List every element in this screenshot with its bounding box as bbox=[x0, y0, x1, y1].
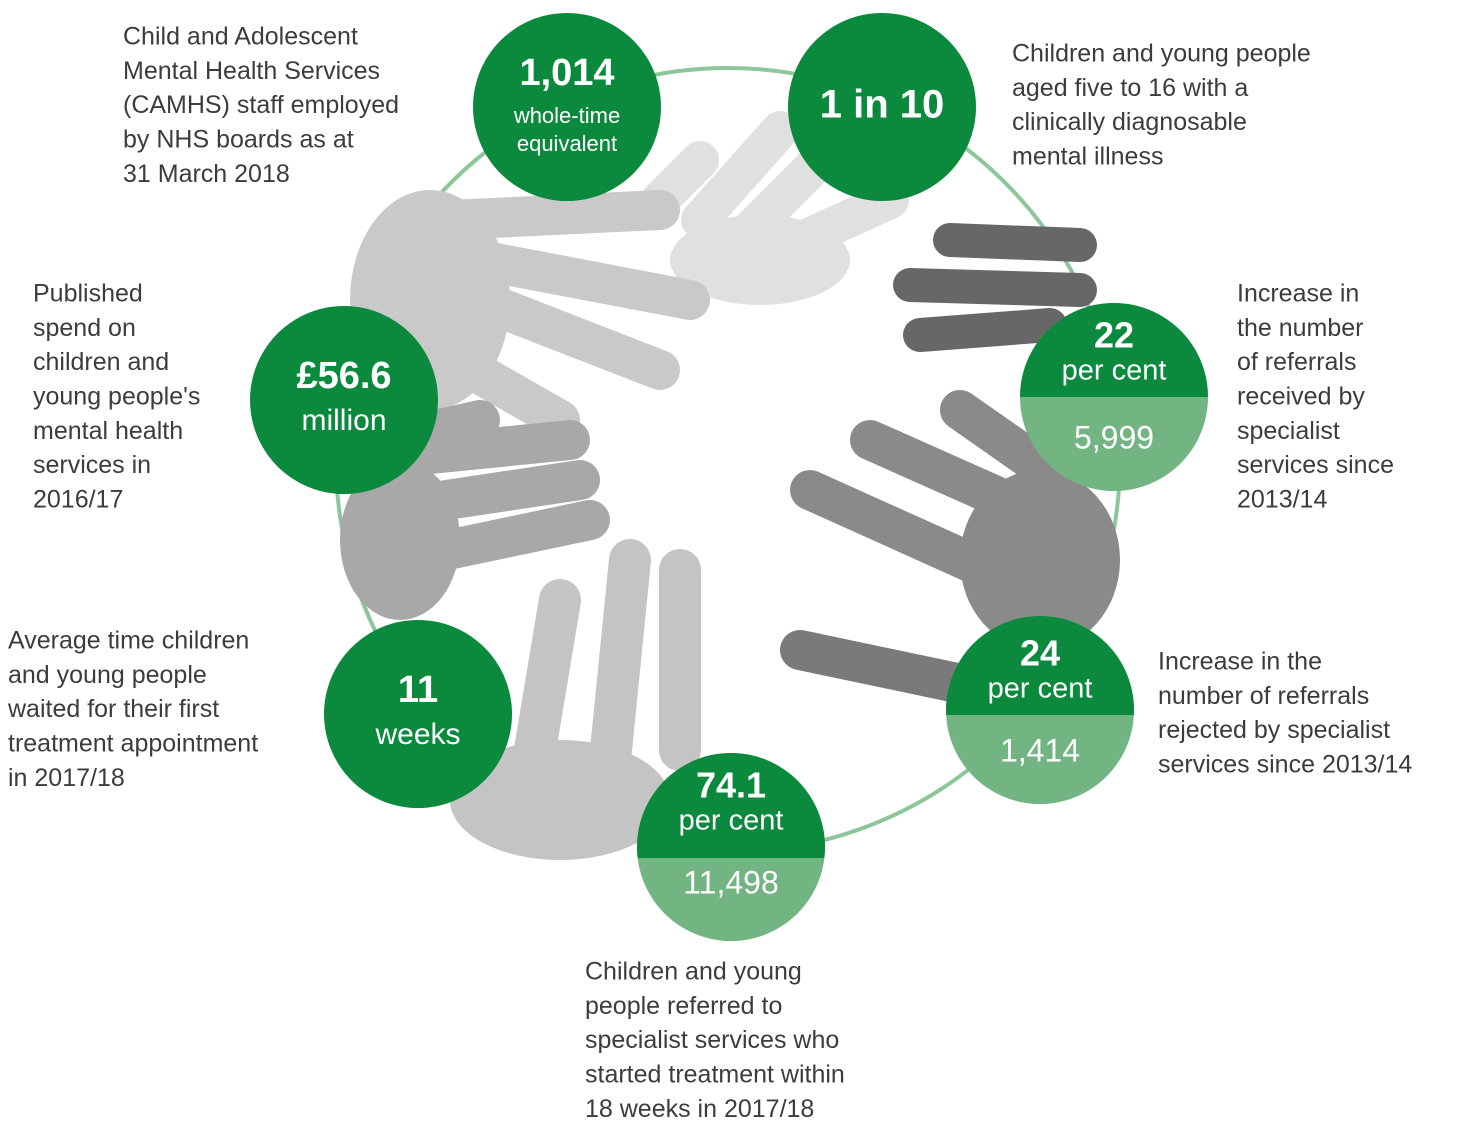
stat-value: 24 bbox=[1020, 633, 1060, 674]
stat-description: treatment appointment bbox=[8, 730, 258, 758]
stat: 11 weeks Average time children and young pe… bbox=[7, 620, 512, 808]
stat-description: of referrals bbox=[1237, 348, 1356, 376]
stat-description: Mental Health Services bbox=[123, 57, 380, 85]
stat-description: Average time children bbox=[8, 627, 249, 655]
stat-unit: per cent bbox=[988, 673, 1093, 705]
stat-description: people referred to bbox=[585, 992, 782, 1020]
stat-value: 22 bbox=[1094, 315, 1134, 356]
hand-right bbox=[910, 240, 1080, 335]
stat-unit: equivalent bbox=[517, 131, 617, 156]
stat-unit: per cent bbox=[1062, 355, 1167, 387]
stat-value: 1 in 10 bbox=[820, 83, 945, 127]
stat-description: in 2017/18 bbox=[8, 764, 125, 792]
stat-sub-value: 1,414 bbox=[1000, 732, 1080, 768]
stat-description: started treatment within bbox=[585, 1061, 845, 1089]
stat-description: Child and Adolescent bbox=[123, 23, 358, 51]
stat-description: specialist services who bbox=[585, 1026, 839, 1054]
infographic: 1,014 whole-time equivalent Child and Adole… bbox=[0, 0, 1459, 1127]
stat-description: 31 March 2018 bbox=[123, 160, 290, 188]
stat-description: (CAMHS) staff employed bbox=[123, 91, 399, 119]
stat-circle bbox=[250, 306, 438, 494]
stat: 1,014 whole-time equivalent Child and Adole… bbox=[123, 13, 661, 201]
stat-description: mental illness bbox=[1012, 143, 1163, 171]
stat-description: 2013/14 bbox=[1237, 485, 1327, 513]
stat-value: £56.6 bbox=[296, 355, 391, 397]
stat-sub-value: 5,999 bbox=[1074, 419, 1154, 455]
stat-unit: million bbox=[301, 404, 386, 437]
stat-description: 2016/17 bbox=[33, 485, 123, 513]
stat-description: the number bbox=[1237, 314, 1363, 342]
stat-description: and young people bbox=[8, 661, 207, 689]
stat-description: received by bbox=[1237, 383, 1365, 411]
stat-circle bbox=[324, 620, 512, 808]
stat-description: 18 weeks in 2017/18 bbox=[585, 1095, 814, 1123]
stat: £56.6 million Published spend on children an… bbox=[33, 280, 438, 514]
stat-unit: weeks bbox=[374, 718, 460, 751]
stat-value: 11 bbox=[398, 669, 438, 711]
stat-unit: per cent bbox=[679, 805, 784, 837]
stat-description: aged five to 16 with a bbox=[1012, 74, 1248, 102]
stat-description: number of referrals bbox=[1158, 682, 1369, 710]
stat-description: young people's bbox=[33, 383, 200, 411]
stat-description: Increase in the bbox=[1158, 648, 1322, 676]
stat-description: clinically diagnosable bbox=[1012, 108, 1247, 136]
stat-description: services in bbox=[33, 451, 151, 479]
stat-description: services since bbox=[1237, 451, 1394, 479]
stat-description: waited for their first bbox=[7, 695, 219, 723]
stat-description: services since 2013/14 bbox=[1158, 751, 1412, 779]
stat-unit: whole-time bbox=[513, 103, 620, 128]
stat-value: 74.1 bbox=[696, 765, 766, 806]
stat: 1 in 10 Children and young people aged fiv… bbox=[788, 13, 1311, 201]
stat-description: spend on bbox=[33, 314, 136, 342]
stat-description: Children and young people bbox=[1012, 40, 1311, 68]
stat-description: Published bbox=[33, 280, 143, 308]
stat-sub-value: 11,498 bbox=[683, 864, 779, 900]
stat-value: 1,014 bbox=[519, 52, 614, 94]
stat-description: by NHS boards as at bbox=[123, 126, 354, 154]
stat-description: mental health bbox=[33, 417, 183, 445]
stat-description: rejected by specialist bbox=[1158, 716, 1390, 744]
stat-description: Increase in bbox=[1237, 280, 1359, 308]
stat-description: children and bbox=[33, 348, 169, 376]
stat-description: specialist bbox=[1237, 417, 1340, 445]
stat-description: Children and young bbox=[585, 958, 802, 986]
